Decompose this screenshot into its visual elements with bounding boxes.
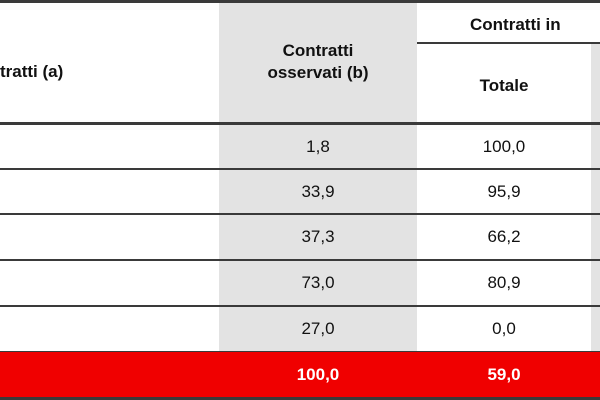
observed-cell: 33,9 xyxy=(301,182,335,201)
totale-cell: 66,2 xyxy=(487,227,521,246)
observed-cell: 27,0 xyxy=(301,319,335,338)
top-rule xyxy=(0,0,600,3)
header-contratti-in: Contratti in xyxy=(470,15,561,34)
totale-cell: 0,0 xyxy=(492,319,516,338)
total-totale-cell: 59,0 xyxy=(487,365,521,384)
header-contratti-a: tratti (a) xyxy=(0,62,64,81)
totale-cell: 95,9 xyxy=(487,182,521,201)
row-rule xyxy=(0,213,600,215)
group-underline xyxy=(417,42,600,44)
header-contratti-osservati: Contratti osservati (b) xyxy=(219,40,417,84)
header-line-1: Contratti xyxy=(282,41,354,60)
header-totale: Totale xyxy=(479,76,529,95)
row-rule xyxy=(0,305,600,307)
header-line-2: osservati (b) xyxy=(267,63,369,82)
total-observed-cell: 100,0 xyxy=(296,365,340,384)
bottom-rule xyxy=(0,397,600,400)
totale-cell: 80,9 xyxy=(487,273,521,292)
row-rule xyxy=(0,259,600,261)
totale-cell: 100,0 xyxy=(482,137,526,156)
observed-cell: 1,8 xyxy=(306,137,330,156)
shaded-column-next xyxy=(591,43,600,352)
observed-cell: 73,0 xyxy=(301,273,335,292)
header-rule xyxy=(0,122,600,125)
row-rule xyxy=(0,168,600,170)
observed-cell: 37,3 xyxy=(301,227,335,246)
shaded-column-b xyxy=(219,3,417,352)
total-row xyxy=(0,352,600,397)
